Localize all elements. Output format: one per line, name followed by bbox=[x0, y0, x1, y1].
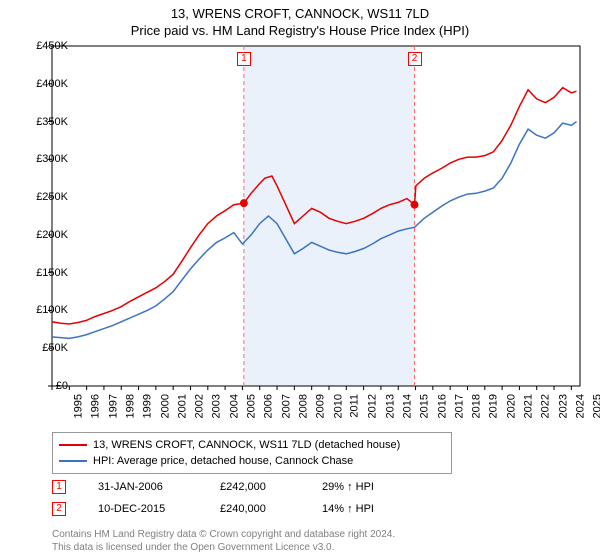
footer-line-2: This data is licensed under the Open Gov… bbox=[52, 542, 395, 555]
sale-price: £240,000 bbox=[220, 503, 290, 515]
sale-diff: 14% ↑ HPI bbox=[322, 503, 412, 515]
sale-diff: 29% ↑ HPI bbox=[322, 481, 412, 493]
x-tick-label: 2004 bbox=[228, 394, 240, 418]
x-tick-label: 2010 bbox=[332, 394, 344, 418]
x-tick-label: 2008 bbox=[298, 394, 310, 418]
x-tick-label: 2020 bbox=[505, 394, 517, 418]
legend-item: HPI: Average price, detached house, Cann… bbox=[59, 453, 445, 469]
footer-line-1: Contains HM Land Registry data © Crown c… bbox=[52, 529, 395, 542]
sale-marker-1: 1 bbox=[237, 52, 251, 66]
y-tick-label: £300K bbox=[36, 153, 68, 165]
x-tick-label: 2025 bbox=[592, 394, 600, 418]
x-tick-label: 2001 bbox=[176, 394, 188, 418]
legend-swatch bbox=[59, 460, 87, 462]
x-tick-label: 2023 bbox=[557, 394, 569, 418]
sale-marker-2: 2 bbox=[408, 52, 422, 66]
x-tick-label: 2022 bbox=[540, 394, 552, 418]
x-tick-label: 2012 bbox=[367, 394, 379, 418]
legend-label: HPI: Average price, detached house, Cann… bbox=[93, 455, 353, 467]
y-tick-label: £150K bbox=[36, 267, 68, 279]
x-tick-label: 2013 bbox=[384, 394, 396, 418]
sale-date: 31-JAN-2006 bbox=[98, 481, 188, 493]
sale-row-marker: 2 bbox=[52, 502, 66, 516]
x-tick-label: 2021 bbox=[523, 394, 535, 418]
x-tick-label: 2003 bbox=[211, 394, 223, 418]
legend-item: 13, WRENS CROFT, CANNOCK, WS11 7LD (deta… bbox=[59, 437, 445, 453]
x-tick-label: 1995 bbox=[72, 394, 84, 418]
x-tick-label: 2024 bbox=[575, 394, 587, 418]
title-address: 13, WRENS CROFT, CANNOCK, WS11 7LD bbox=[0, 6, 600, 21]
x-tick-label: 1998 bbox=[124, 394, 136, 418]
sale-date: 10-DEC-2015 bbox=[98, 503, 188, 515]
chart-legend: 13, WRENS CROFT, CANNOCK, WS11 7LD (deta… bbox=[52, 432, 452, 474]
chart-area: 12 bbox=[52, 46, 580, 386]
y-tick-label: £350K bbox=[36, 116, 68, 128]
y-tick-label: £400K bbox=[36, 78, 68, 90]
x-tick-label: 2019 bbox=[488, 394, 500, 418]
sale-row-marker: 1 bbox=[52, 480, 66, 494]
x-tick-label: 1996 bbox=[90, 394, 102, 418]
y-tick-label: £0 bbox=[56, 380, 68, 392]
chart-titles: 13, WRENS CROFT, CANNOCK, WS11 7LD Price… bbox=[0, 0, 600, 38]
y-tick-label: £450K bbox=[36, 40, 68, 52]
x-tick-label: 2016 bbox=[436, 394, 448, 418]
x-tick-label: 2002 bbox=[194, 394, 206, 418]
x-tick-label: 1999 bbox=[142, 394, 154, 418]
x-tick-label: 2018 bbox=[471, 394, 483, 418]
footer-attribution: Contains HM Land Registry data © Crown c… bbox=[52, 529, 395, 554]
x-tick-label: 1997 bbox=[107, 394, 119, 418]
sale-row: 2 10-DEC-2015 £240,000 14% ↑ HPI bbox=[52, 498, 412, 520]
x-tick-label: 2005 bbox=[246, 394, 258, 418]
x-tick-label: 2007 bbox=[280, 394, 292, 418]
x-tick-label: 2000 bbox=[159, 394, 171, 418]
sale-row: 1 31-JAN-2006 £242,000 29% ↑ HPI bbox=[52, 476, 412, 498]
y-tick-label: £200K bbox=[36, 229, 68, 241]
sales-table: 1 31-JAN-2006 £242,000 29% ↑ HPI 2 10-DEC-201… bbox=[52, 476, 412, 520]
y-tick-label: £100K bbox=[36, 304, 68, 316]
x-tick-label: 2017 bbox=[453, 394, 465, 418]
y-tick-label: £50K bbox=[42, 342, 68, 354]
x-tick-label: 2014 bbox=[401, 394, 413, 418]
x-tick-label: 2009 bbox=[315, 394, 327, 418]
x-tick-label: 2015 bbox=[419, 394, 431, 418]
title-subtitle: Price paid vs. HM Land Registry's House … bbox=[0, 23, 600, 38]
legend-label: 13, WRENS CROFT, CANNOCK, WS11 7LD (deta… bbox=[93, 439, 400, 451]
y-tick-label: £250K bbox=[36, 191, 68, 203]
legend-swatch bbox=[59, 444, 87, 446]
line-chart-svg bbox=[52, 46, 580, 386]
x-tick-label: 2006 bbox=[263, 394, 275, 418]
sale-price: £242,000 bbox=[220, 481, 290, 493]
x-tick-label: 2011 bbox=[349, 394, 361, 418]
